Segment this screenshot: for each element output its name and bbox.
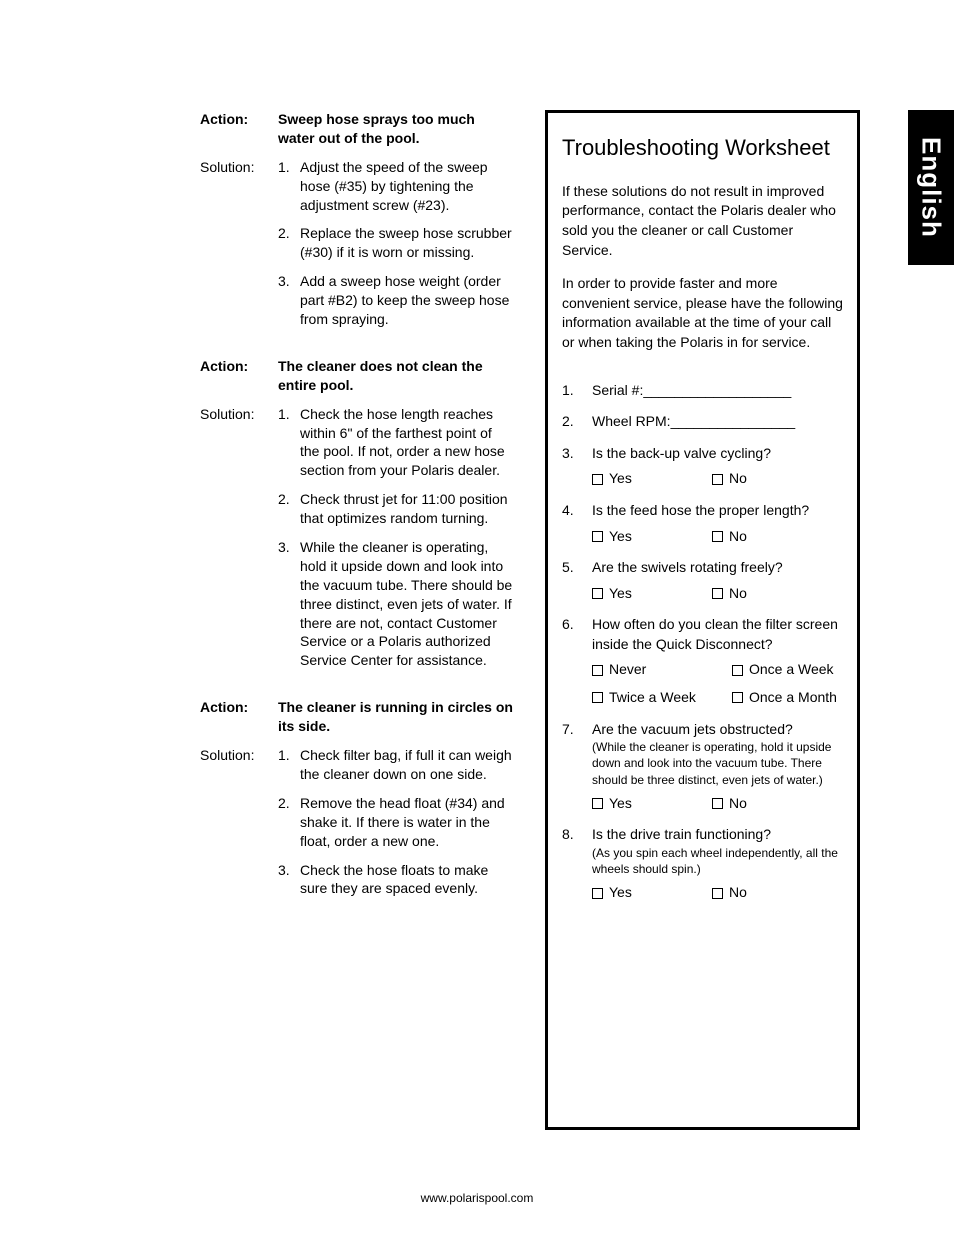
action-text: The cleaner does not clean the entire po… [278,357,515,395]
checkbox-icon [592,888,603,899]
worksheet-item: Is the drive train functioning? (As you … [562,825,843,903]
question-text: Is the drive train functioning? [592,826,771,842]
solution-list: Check the hose length reaches within 6" … [278,405,515,681]
action-label: Action: [200,357,278,395]
worksheet-item: Is the feed hose the proper length? Yes … [562,501,843,546]
worksheet-item: Are the vacuum jets obstructed? (While t… [562,720,843,814]
action-block: Action: Sweep hose sprays too much water… [200,110,515,339]
actions-column: Action: Sweep hose sprays too much water… [200,110,515,1130]
option-no[interactable]: No [712,794,747,814]
option-no[interactable]: No [712,469,747,489]
option-once-month[interactable]: Once a Month [732,688,843,708]
solution-label: Solution: [200,746,278,908]
action-block: Action: The cleaner does not clean the e… [200,357,515,680]
option-once-week[interactable]: Once a Week [732,660,843,680]
solution-item: Replace the sweep hose scrubber (#30) if… [278,224,515,262]
action-text: Sweep hose sprays too much water out of … [278,110,515,148]
page-content: Action: Sweep hose sprays too much water… [200,110,860,1130]
action-label: Action: [200,110,278,148]
worksheet-box: Troubleshooting Worksheet If these solut… [545,110,860,1130]
solution-item: Check thrust jet for 11:00 position that… [278,490,515,528]
question-text: Wheel RPM:________________ [592,413,795,429]
option-no[interactable]: No [712,584,747,604]
checkbox-icon [592,692,603,703]
action-label: Action: [200,698,278,736]
option-yes[interactable]: Yes [592,469,712,489]
language-tab: English [908,110,954,265]
question-text: Serial #:___________________ [592,382,791,398]
option-yes[interactable]: Yes [592,794,712,814]
action-block: Action: The cleaner is running in circle… [200,698,515,908]
solution-item: Adjust the speed of the sweep hose (#35)… [278,158,515,215]
worksheet-item: How often do you clean the filter screen… [562,615,843,707]
worksheet-intro: In order to provide faster and more conv… [562,274,843,352]
worksheet-intro: If these solutions do not result in impr… [562,182,843,260]
question-note: (While the cleaner is operating, hold it… [592,739,843,788]
solution-item: Check the hose floats to make sure they … [278,861,515,899]
question-text: Is the feed hose the proper length? [592,502,809,518]
solution-item: Check filter bag, if full it can weigh t… [278,746,515,784]
checkbox-icon [712,588,723,599]
option-yes[interactable]: Yes [592,527,712,547]
checkbox-icon [712,798,723,809]
yes-no-row: Yes No [592,883,843,903]
solution-item: While the cleaner is operating, hold it … [278,538,515,670]
option-twice-week[interactable]: Twice a Week [592,688,732,708]
checkbox-icon [712,888,723,899]
worksheet-column: Troubleshooting Worksheet If these solut… [545,110,860,1130]
worksheet-title: Troubleshooting Worksheet [562,133,843,164]
question-text: How often do you clean the filter screen… [592,616,838,652]
yes-no-row: Yes No [592,794,843,814]
question-note: (As you spin each wheel independently, a… [592,845,843,877]
option-yes[interactable]: Yes [592,883,712,903]
option-no[interactable]: No [712,527,747,547]
checkbox-icon [592,798,603,809]
worksheet-item: Is the back-up valve cycling? Yes No [562,444,843,489]
solution-label: Solution: [200,405,278,681]
question-text: Is the back-up valve cycling? [592,445,771,461]
footer-url: www.polarispool.com [0,1191,954,1205]
yes-no-row: Yes No [592,469,843,489]
solution-label: Solution: [200,158,278,339]
worksheet-item: Are the swivels rotating freely? Yes No [562,558,843,603]
solution-item: Remove the head float (#34) and shake it… [278,794,515,851]
option-never[interactable]: Never [592,660,732,680]
option-yes[interactable]: Yes [592,584,712,604]
checkbox-icon [592,588,603,599]
checkbox-icon [732,665,743,676]
worksheet-item: Wheel RPM:________________ [562,412,843,432]
action-text: The cleaner is running in circles on its… [278,698,515,736]
checkbox-icon [712,474,723,485]
yes-no-row: Yes No [592,527,843,547]
checkbox-icon [592,531,603,542]
checkbox-icon [712,531,723,542]
option-no[interactable]: No [712,883,747,903]
worksheet-item: Serial #:___________________ [562,381,843,401]
options-grid: Never Once a Week Twice a Week Once a Mo… [592,660,843,707]
language-tab-text: English [916,137,947,238]
solution-list: Check filter bag, if full it can weigh t… [278,746,515,908]
solution-item: Check the hose length reaches within 6" … [278,405,515,481]
checkbox-icon [592,665,603,676]
solution-list: Adjust the speed of the sweep hose (#35)… [278,158,515,339]
yes-no-row: Yes No [592,584,843,604]
worksheet-list: Serial #:___________________ Wheel RPM:_… [562,381,843,903]
question-text: Are the swivels rotating freely? [592,559,783,575]
question-text: Are the vacuum jets obstructed? [592,721,793,737]
solution-item: Add a sweep hose weight (order part #B2)… [278,272,515,329]
checkbox-icon [732,692,743,703]
checkbox-icon [592,474,603,485]
